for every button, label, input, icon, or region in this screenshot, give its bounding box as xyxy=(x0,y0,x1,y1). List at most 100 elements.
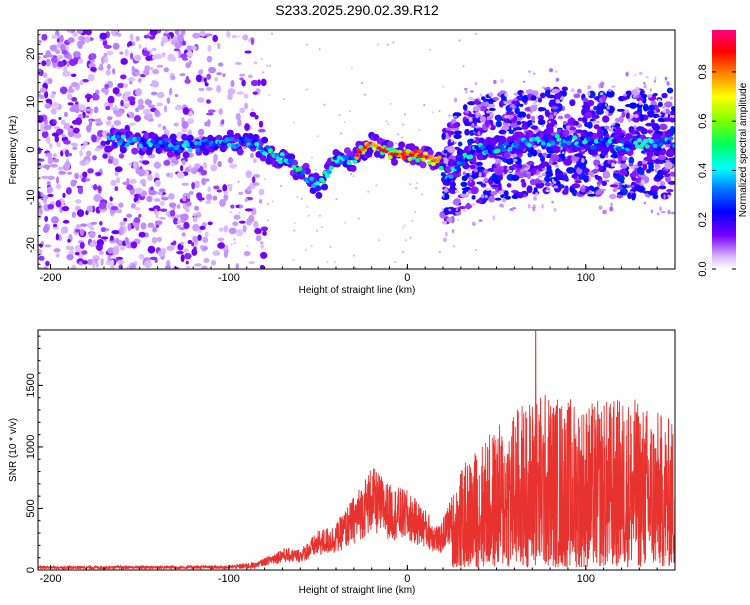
spectrogram-cell xyxy=(654,162,661,170)
spectrogram-cell xyxy=(150,139,156,144)
spectrogram-cell xyxy=(608,128,612,132)
spectrogram-cell xyxy=(548,68,554,73)
spectrogram-cell xyxy=(482,180,486,184)
spectrogram-cell xyxy=(506,183,512,188)
spectrogram-cell xyxy=(301,169,307,174)
spectrogram-cell xyxy=(638,169,645,176)
spectrogram-cell xyxy=(78,104,86,111)
spectrogram-cell xyxy=(89,227,95,231)
spectrogram-cell xyxy=(127,77,136,82)
spectrogram-cell xyxy=(107,95,115,104)
spectrogram-cell xyxy=(123,217,128,222)
spectrogram-cell xyxy=(622,93,628,97)
spectrogram-cell xyxy=(188,110,193,117)
spectrogram-cell xyxy=(559,97,563,100)
spectrogram-cell xyxy=(393,149,399,154)
spectrogram-cell xyxy=(632,111,641,116)
spectrogram-cell xyxy=(50,92,56,99)
spectrogram-cell xyxy=(122,225,127,234)
spectrogram-cell xyxy=(97,234,102,239)
spectrogram-cell xyxy=(628,162,634,167)
spectrogram-cell xyxy=(533,72,536,75)
spectrogram-cell xyxy=(233,238,236,241)
spectrogram-cell xyxy=(182,196,187,202)
spectrogram-cell xyxy=(521,116,524,120)
spectrogram-cell xyxy=(89,53,97,60)
spectrogram-cell xyxy=(653,80,656,83)
spectrogram-cell xyxy=(485,110,490,114)
spectrogram-cell xyxy=(619,139,625,144)
spectrogram-cell xyxy=(556,104,563,112)
spectrogram-cell xyxy=(236,91,245,95)
spectrogram-cell xyxy=(595,120,600,124)
spectrogram-cell xyxy=(268,64,271,67)
spectrogram-cell xyxy=(470,90,474,93)
spectrogram-cell xyxy=(417,149,423,154)
spectrogram-cell xyxy=(71,211,77,218)
spectrogram-cell xyxy=(309,176,315,181)
spectrogram-cell xyxy=(477,114,482,117)
spectrogram-cell xyxy=(135,36,140,42)
spectrogram-cell xyxy=(67,171,73,175)
spectrogram-cell xyxy=(617,146,623,151)
spectrogram-cell xyxy=(218,227,224,232)
spectrogram-cell xyxy=(361,81,364,84)
spectrogram-cell xyxy=(642,139,648,144)
spectrogram-cell xyxy=(57,166,64,171)
spectrogram-cell xyxy=(364,93,367,96)
spectrogram-cell xyxy=(366,147,374,155)
spectrogram-cell xyxy=(111,107,119,111)
spectrogram-cell xyxy=(86,205,94,213)
spectrogram-cell xyxy=(476,167,486,171)
spectrogram-cell xyxy=(84,36,91,43)
spectrogram-cell xyxy=(448,159,456,167)
spectrogram-cell xyxy=(46,54,54,58)
spectrogram-cell xyxy=(185,260,189,265)
spectrogram-cell xyxy=(261,136,269,144)
spectrogram-cell xyxy=(98,250,104,255)
spectrogram-cell xyxy=(110,264,115,269)
snr-x-tick-label: -200 xyxy=(39,573,61,585)
spectrogram-cell xyxy=(132,161,138,169)
spectrogram-cell xyxy=(563,187,569,195)
spectrogram-cell xyxy=(587,193,597,197)
spectrogram-cell xyxy=(498,100,504,108)
spectrogram-cell xyxy=(174,41,182,48)
spectrogram-cell xyxy=(428,49,431,52)
spectrogram-cell xyxy=(244,137,250,142)
spectrogram-cell xyxy=(409,236,412,239)
spectrogram-cell xyxy=(551,105,559,110)
spectrogram-cell xyxy=(157,250,166,257)
spectrogram-cell xyxy=(135,88,142,97)
spectrogram-cell xyxy=(654,173,664,180)
spectrogram-cell xyxy=(551,88,560,94)
spectrogram-cell xyxy=(638,100,643,106)
spectrogram-cell xyxy=(115,237,120,244)
spectrogram-cell xyxy=(357,217,360,220)
spectrogram-cell xyxy=(445,231,448,237)
spectrogram-cell xyxy=(117,82,125,89)
spectrogram-cell xyxy=(84,93,93,100)
spectrogram-cell xyxy=(535,192,538,197)
spectrogram-cell xyxy=(251,108,254,111)
spectrogram-cell xyxy=(76,30,84,34)
spectrogram-cell xyxy=(106,116,113,121)
spectrogram-cell xyxy=(627,192,632,200)
spectrogram-cell xyxy=(646,150,654,158)
spectrogram-cell xyxy=(60,150,64,157)
spectrogram-cell xyxy=(637,89,641,92)
spectrogram-cell xyxy=(56,128,64,135)
spectrogram-cell xyxy=(54,126,61,130)
spectrogram-cell xyxy=(484,177,488,182)
spectrogram-cell xyxy=(475,199,483,204)
spectrogram-cell xyxy=(112,68,116,75)
spectrogram-cell xyxy=(110,179,117,187)
spectrogram-cell xyxy=(103,44,112,49)
spectrogram-cell xyxy=(43,124,52,131)
spectrogram-cell xyxy=(584,111,593,119)
spectrogram-cell xyxy=(510,122,518,129)
spectrogram-cell xyxy=(188,190,194,196)
spectrogram-cell xyxy=(106,50,114,56)
spectrogram-cell xyxy=(68,153,73,157)
spectrogram-cell xyxy=(90,66,97,72)
